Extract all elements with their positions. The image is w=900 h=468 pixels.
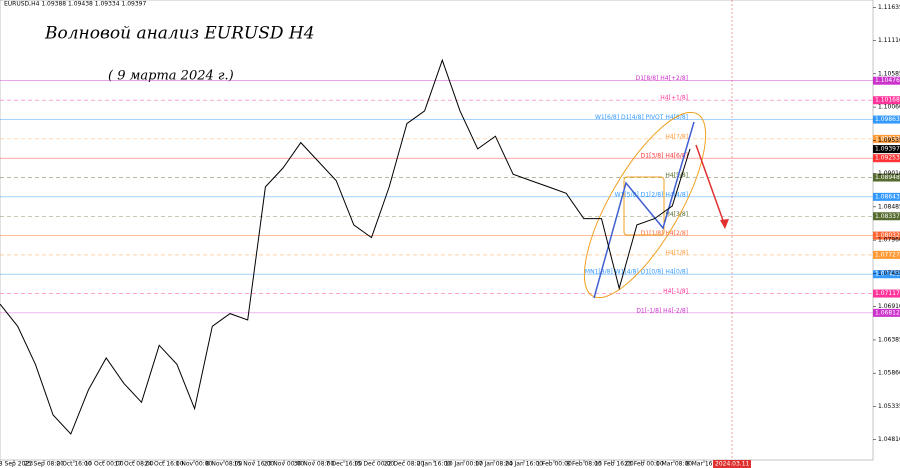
level-tag xyxy=(873,96,900,105)
forecast-arrow xyxy=(695,144,726,227)
level-tag xyxy=(873,270,900,279)
marks xyxy=(0,58,691,435)
y-tick-label: 1.09010 xyxy=(878,170,900,177)
y-tick-label: 1.04810 xyxy=(878,436,900,443)
level-name: W1[5/8] D1[2/8] H4[4/8] xyxy=(615,191,688,198)
x-tick-label: 23 Nov 00:00 xyxy=(264,461,305,468)
y-tick-label: 1.06385 xyxy=(878,336,900,343)
level-name: D1[-1/8] H4[-2/8] xyxy=(636,307,688,314)
wave-ellipse xyxy=(583,111,707,299)
level-label: 1.07117 xyxy=(875,290,900,297)
x-tick-label: 2 Jan 16:00 xyxy=(417,461,451,468)
level-label: 1.08337 xyxy=(875,213,900,220)
x-tick-label: 25 Sep 08:00 xyxy=(24,461,64,468)
level-name: W1[6/8] D1[4/8] PIVOT H4[8/8] xyxy=(595,114,688,121)
y-tick-label: 1.10060 xyxy=(878,104,900,111)
level-name: D1[3/8] H4[6/8] xyxy=(641,153,688,160)
y-tick-label: 1.06910 xyxy=(878,303,900,310)
level-tag xyxy=(873,115,900,124)
y-tick-label: 1.09535 xyxy=(878,137,900,144)
x-tick-label: 24 Oct 16:00 xyxy=(144,461,183,468)
x-tick-label: 30 Nov 08:00 xyxy=(294,461,335,468)
time-label: 2024.03.11 20:00 xyxy=(715,461,769,468)
level-tag xyxy=(873,173,900,182)
x-tick-label: 7 Dec 16:00 xyxy=(326,461,363,468)
time-tag xyxy=(713,460,751,468)
level-tag xyxy=(873,289,900,298)
x-tick-label: 1 Mar 08:00 xyxy=(656,461,692,468)
x-tick-label: 18 Sep 2023 xyxy=(0,461,33,468)
x-tick-label: 1 Nov 00:00 xyxy=(176,461,213,468)
y-tick-label: 1.05860 xyxy=(878,370,900,377)
level-tag xyxy=(873,231,900,240)
x-tick-label: 23 Feb 00:00 xyxy=(624,461,664,468)
chart-title: Волновой анализ EURUSD H4 xyxy=(44,24,315,44)
y-tick-label: 1.07960 xyxy=(878,237,900,244)
level-name: MN1[8/8] W1[4/8] D1[0/8] H4[0/8] xyxy=(585,269,688,276)
y-tick-label: 1.11110 xyxy=(878,37,900,44)
level-name: H4[7/8] xyxy=(665,133,688,140)
y-tick-label: 1.10585 xyxy=(878,70,900,77)
level-label: 1.09558 xyxy=(875,135,900,142)
x-tick-label: 17 Oct 08:00 xyxy=(114,461,153,468)
x-tick-label: 10 Oct 00:00 xyxy=(84,461,123,468)
level-label: 1.07422 xyxy=(875,271,900,278)
level-label: 1.10476 xyxy=(875,77,900,84)
x-tick-label: 24 Jan 16:00 xyxy=(505,461,543,468)
level-label: 1.09253 xyxy=(875,155,900,162)
y-tick-label: 1.05335 xyxy=(878,403,900,410)
y-tick-label: 1.08485 xyxy=(878,203,900,210)
level-label: 1.09863 xyxy=(875,116,900,123)
chart-subtitle: ( 9 марта 2024 г.) xyxy=(108,69,234,84)
x-tick-label: 8 Mar 16:00 xyxy=(686,461,722,468)
wave-box xyxy=(623,176,665,236)
x-tick-label: 8 Feb 08:00 xyxy=(566,461,602,468)
level-name: H4[1/8] xyxy=(665,249,688,256)
header: EURUSD,H4 1.09388 1.09438 1.09334 1.0939… xyxy=(4,1,146,8)
y-tick-label: 1.07435 xyxy=(878,270,900,277)
level-label: 1.06812 xyxy=(875,309,900,316)
wave-lines xyxy=(593,121,695,299)
level-tag xyxy=(873,212,900,221)
x-tick-label: 17 Jan 08:00 xyxy=(475,461,513,468)
level-tag xyxy=(873,308,900,317)
x-tick-label: 15 Dec 00:00 xyxy=(354,461,395,468)
level-name: D1[1/8] H4[2/8] xyxy=(641,230,688,237)
level-label: 1.07727 xyxy=(875,251,900,258)
price-label: 1.09397 xyxy=(875,146,900,153)
level-tag xyxy=(873,134,900,143)
level-name: H4[3/8] xyxy=(665,211,688,218)
x-tick-label: 10 Jan 00:00 xyxy=(445,461,483,468)
level-tag xyxy=(873,154,900,163)
x-tick-label: 2 Oct 16:00 xyxy=(56,461,91,468)
level-tag xyxy=(873,76,900,85)
price-tag xyxy=(873,145,900,154)
x-tick-label: 22 Dec 08:00 xyxy=(384,461,425,468)
level-name: H4[+1/8] xyxy=(660,95,688,102)
x-tick-label: 1 Feb 00:00 xyxy=(536,461,572,468)
level-tag xyxy=(873,192,900,201)
level-name: D1[8/8] H4[+2/8] xyxy=(636,75,688,82)
level-label: 1.08948 xyxy=(875,174,900,181)
x-tick-label: 15 Feb 16:00 xyxy=(594,461,634,468)
level-tag xyxy=(873,250,900,259)
level-name: H4[5/8] xyxy=(665,172,688,179)
x-tick-label: 8 Nov 08:00 xyxy=(206,461,243,468)
y-tick-label: 1.11635 xyxy=(878,4,900,11)
price-line xyxy=(0,58,691,435)
level-label: 1.10168 xyxy=(875,97,900,104)
x-tick-label: 15 Nov 16:00 xyxy=(234,461,275,468)
levels: D1[8/8] H4[+2/8] 1.10476 H4[+1/8] 1.10168 W1… xyxy=(0,75,900,317)
arrow-head xyxy=(720,219,729,229)
level-name: H4[-1/8] xyxy=(663,288,688,295)
level-label: 1.08032 xyxy=(875,232,900,239)
level-label: 1.08643 xyxy=(875,193,900,200)
